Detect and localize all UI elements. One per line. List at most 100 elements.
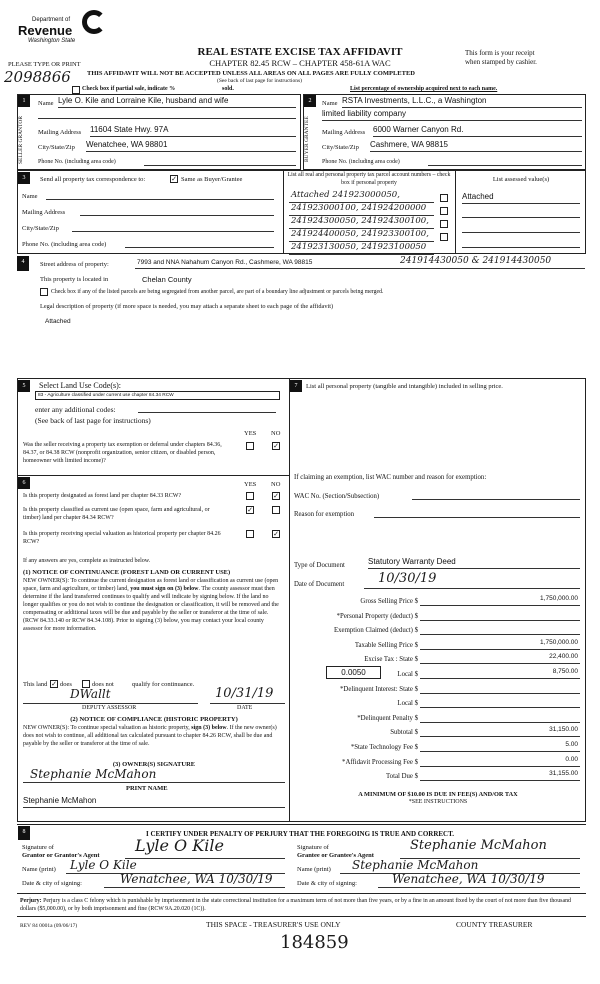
doc-type-field[interactable]: Statutory Warranty Deed	[368, 557, 580, 569]
seller-name-field[interactable]: Lyle O. Kile and Lorraine Kile, husband …	[58, 96, 296, 108]
legal-value[interactable]: Attached	[45, 318, 71, 325]
does-not-checkbox[interactable]	[82, 680, 90, 688]
exemption-yes-checkbox[interactable]	[246, 442, 254, 450]
buyer-side-label: BUYER GRANTEE	[304, 116, 310, 163]
buyer-name-field[interactable]: RSTA Investments, L.L.C., a Washington	[342, 96, 582, 108]
assessed-value-field[interactable]	[462, 223, 580, 233]
assessor-signature-line[interactable]	[23, 688, 198, 704]
seller-mailing-field[interactable]: 11604 State Hwy. 97A	[90, 125, 296, 137]
legal-label: Legal description of property (if more s…	[40, 303, 334, 310]
assessed-value-field[interactable]: Attached	[462, 192, 580, 204]
doc-date-value: 10/30/19	[378, 571, 437, 586]
buyer-mailing-field[interactable]: 6000 Warner Canyon Rd.	[373, 125, 582, 137]
doc-date-field[interactable]	[364, 573, 580, 589]
amount-field[interactable]: 0.00	[420, 756, 580, 767]
seller-phone-field[interactable]	[144, 156, 296, 166]
owner-signature: Stephanie McMahon	[30, 767, 157, 781]
amount-field[interactable]	[420, 712, 580, 723]
wac-field[interactable]	[412, 490, 580, 500]
does-checkbox[interactable]: ✓	[50, 680, 58, 688]
section-number: 5	[18, 380, 30, 392]
notice1-b: . The county assessor must then determin…	[23, 585, 279, 632]
warning-text: THIS AFFIDAVIT WILL NOT BE ACCEPTED UNLE…	[87, 70, 415, 77]
amount-field[interactable]: 8,750.00	[420, 668, 580, 679]
personal-property-checkbox[interactable]	[440, 220, 448, 228]
section-number: 8	[18, 826, 30, 840]
buyer-phone-field[interactable]	[428, 156, 582, 166]
parcel-number: Attached 241923000050,	[291, 190, 400, 200]
amount-field[interactable]	[420, 610, 580, 621]
amount-field[interactable]: 22,400.00	[420, 653, 580, 665]
amount-field[interactable]: 1,750,000.00	[420, 595, 580, 606]
partial-sale-checkbox[interactable]	[72, 86, 80, 94]
amount-field[interactable]: 1,750,000.00	[420, 639, 580, 650]
exemption-no-checkbox[interactable]: ✓	[272, 442, 280, 450]
street-field[interactable]	[135, 258, 585, 269]
reason-field[interactable]	[374, 508, 580, 518]
segregated-checkbox[interactable]	[40, 288, 48, 296]
yes-checkbox[interactable]: ✓	[246, 506, 254, 514]
no-checkbox[interactable]	[272, 506, 280, 514]
assessor-date-line[interactable]	[210, 688, 285, 704]
parcel-field[interactable]	[289, 243, 434, 255]
logo-swirl-icon	[82, 10, 106, 34]
notice2-b: . If the new owner(s) does not wish to c…	[23, 725, 277, 747]
parcel-field[interactable]	[289, 191, 434, 203]
section-number: 7	[290, 380, 302, 392]
ownership-note: List percentage of ownership acquired ne…	[350, 86, 498, 92]
grantor-date-city-field[interactable]	[104, 874, 285, 888]
seller-city-field[interactable]: Wenatchee, WA 98801	[86, 140, 296, 152]
buyer-name-line2[interactable]: limited liability company	[322, 109, 582, 121]
grantee-date-city-field[interactable]	[378, 874, 580, 888]
same-as-buyer-checkbox[interactable]: ✓	[170, 175, 178, 183]
segregated-label: Check box if any of the listed parcels a…	[51, 289, 384, 295]
personal-property-checkbox[interactable]	[440, 194, 448, 202]
land-use-select[interactable]: 83 - Agriculture classified under curren…	[35, 391, 280, 400]
correspondence-phone-field[interactable]	[125, 238, 274, 248]
divider	[17, 893, 586, 894]
amount-field[interactable]	[420, 624, 580, 636]
parcel-field[interactable]	[289, 217, 434, 229]
perjury-text: Perjury: Perjury is a class C felony whi…	[20, 897, 585, 914]
seller-name-line2[interactable]	[38, 108, 296, 119]
phone-label: Phone No. (including area code)	[22, 241, 107, 248]
amount-field[interactable]: 31,150.00	[420, 726, 580, 738]
additional-codes-field[interactable]	[138, 403, 276, 413]
no-checkbox[interactable]: ✓	[272, 530, 280, 538]
print-name-field[interactable]: Stephanie McMahon	[23, 796, 285, 808]
amount-field[interactable]: 5.00	[420, 741, 580, 752]
amount-field[interactable]	[420, 683, 580, 694]
receipt-line1: This form is your receipt	[465, 49, 535, 57]
does-not-label: does not	[92, 681, 114, 688]
grantee-name-field[interactable]	[340, 860, 580, 874]
no-checkbox[interactable]: ✓	[272, 492, 280, 500]
name-print-label: Name (print)	[22, 866, 56, 873]
form-chapter: CHAPTER 82.45 RCW – CHAPTER 458-61A WAC	[209, 58, 391, 68]
parcel-field[interactable]	[289, 204, 434, 216]
yes-header: YES	[244, 430, 257, 437]
personal-property-checkbox[interactable]	[440, 207, 448, 215]
yes-checkbox[interactable]	[246, 530, 254, 538]
parcel-field[interactable]	[289, 230, 434, 242]
section6-question: Is this property designated as forest la…	[23, 493, 182, 499]
assessed-value-field[interactable]	[462, 238, 580, 248]
grantee-signature-line[interactable]	[400, 840, 580, 859]
correspondence-city-field[interactable]	[72, 222, 274, 232]
amount-field[interactable]: 31,155.00	[420, 770, 580, 782]
county-value[interactable]: Chelan County	[142, 275, 192, 284]
exemption-question: Was the seller receiving a property tax …	[23, 442, 222, 465]
notice2-bold: sign (3) below	[191, 725, 227, 731]
personal-property-checkbox[interactable]	[440, 233, 448, 241]
buyer-city-field[interactable]: Cashmere, WA 98815	[370, 140, 582, 152]
grantor-signature: Lyle O Kile	[135, 836, 224, 855]
owner-signature-line[interactable]	[23, 768, 285, 783]
yes-checkbox[interactable]	[246, 492, 254, 500]
grantor-name-field[interactable]	[66, 860, 285, 874]
correspondence-name-field[interactable]	[46, 190, 274, 200]
amount-field[interactable]	[420, 697, 580, 709]
buyer-section	[303, 94, 586, 170]
correspondence-mailing-field[interactable]	[80, 206, 274, 216]
grantor-signature-line[interactable]	[125, 840, 285, 859]
local-rate-field[interactable]: 0.0050	[326, 666, 381, 679]
assessed-value-field[interactable]	[462, 208, 580, 218]
